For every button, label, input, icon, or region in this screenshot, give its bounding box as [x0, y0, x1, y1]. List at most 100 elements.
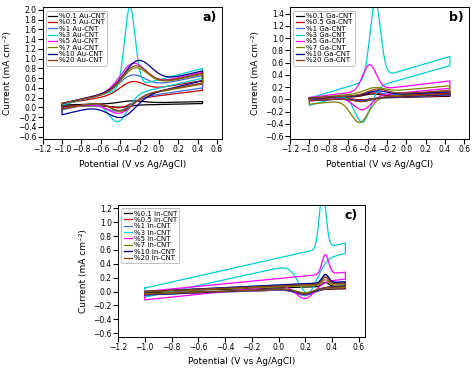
- Line: %5 Ga-CNT: %5 Ga-CNT: [310, 65, 450, 110]
- %5 In-CNT: [230, 288, 236, 293]
- %0.1 In-CNT: [224, 287, 229, 292]
- %5 In-CNT: [215, 290, 221, 295]
- Line: %3 Ga-CNT: %3 Ga-CNT: [310, 2, 450, 122]
- %20 In-CNT: [142, 292, 147, 297]
- Y-axis label: Current (mA cm⁻²): Current (mA cm⁻²): [3, 31, 12, 115]
- %20 In-CNT: [322, 275, 328, 279]
- %20 Au-CNT: [116, 79, 122, 83]
- %5 Au-CNT: [72, 105, 78, 109]
- %3 Ga-CNT: [338, 95, 344, 99]
- Line: %0.1 Au-CNT: %0.1 Au-CNT: [62, 101, 202, 107]
- %1 Au-CNT: [113, 109, 119, 113]
- %5 Au-CNT: [116, 75, 122, 79]
- Line: %0.5 In-CNT: %0.5 In-CNT: [145, 277, 346, 295]
- %0.5 In-CNT: [166, 288, 172, 293]
- %0.5 Ga-CNT: [357, 98, 363, 102]
- Line: %3 In-CNT: %3 In-CNT: [145, 193, 346, 297]
- %20 Ga-CNT: [338, 97, 344, 101]
- %0.5 Au-CNT: [110, 105, 116, 110]
- %0.1 In-CNT: [322, 280, 328, 285]
- %3 Ga-CNT: [324, 91, 329, 95]
- %20 Au-CNT: [91, 101, 97, 106]
- %0.5 Au-CNT: [59, 102, 65, 106]
- %3 Ga-CNT: [357, 119, 363, 124]
- %10 Ga-CNT: [324, 95, 329, 99]
- %5 Au-CNT: [59, 101, 65, 106]
- %20 Ga-CNT: [359, 99, 365, 104]
- %10 Au-CNT: [91, 107, 97, 111]
- %20 Ga-CNT: [307, 96, 312, 100]
- %0.5 Ga-CNT: [368, 96, 374, 101]
- %20 Ga-CNT: [364, 90, 369, 94]
- %7 Ga-CNT: [447, 84, 453, 88]
- %20 In-CNT: [166, 288, 172, 293]
- %0.1 Au-CNT: [116, 105, 122, 110]
- Y-axis label: Current (mA cm⁻²): Current (mA cm⁻²): [251, 31, 260, 115]
- %0.5 Au-CNT: [72, 104, 78, 108]
- %1 Ga-CNT: [338, 97, 344, 101]
- %20 Ga-CNT: [319, 98, 325, 102]
- %1 Ga-CNT: [364, 91, 369, 95]
- %20 In-CNT: [230, 289, 236, 293]
- %3 Ga-CNT: [359, 120, 365, 125]
- %0.1 Ga-CNT: [357, 98, 363, 102]
- %10 Ga-CNT: [338, 97, 344, 102]
- %5 Ga-CNT: [367, 62, 373, 67]
- %10 Ga-CNT: [319, 98, 325, 102]
- %0.1 Au-CNT: [76, 102, 82, 107]
- Line: %0.5 Ga-CNT: %0.5 Ga-CNT: [310, 93, 450, 100]
- %3 Au-CNT: [59, 103, 65, 107]
- %10 Au-CNT: [116, 78, 122, 82]
- Legend: %0.1 Au-CNT, %0.5 Au-CNT, %1 Au-CNT, %3 Au-CNT, %5 Au-CNT, %7 Au-CNT, %10 Au-CNT: %0.1 Au-CNT, %0.5 Au-CNT, %1 Au-CNT, %3 …: [46, 11, 107, 65]
- Legend: %0.1 In-CNT, %0.5 In-CNT, %1 In-CNT, %3 In-CNT, %5 In-CNT, %7 In-CNT, %10 In-CNT: %0.1 In-CNT, %0.5 In-CNT, %1 In-CNT, %3 …: [121, 208, 180, 263]
- %10 Ga-CNT: [364, 91, 369, 95]
- %3 Au-CNT: [121, 114, 127, 119]
- X-axis label: Potential (V vs Ag/AgCl): Potential (V vs Ag/AgCl): [79, 160, 186, 169]
- Text: b): b): [449, 12, 464, 24]
- Line: %7 In-CNT: %7 In-CNT: [145, 280, 346, 294]
- %10 Au-CNT: [59, 101, 65, 106]
- %0.1 Ga-CNT: [324, 95, 329, 100]
- Line: %0.5 Au-CNT: %0.5 Au-CNT: [62, 81, 202, 108]
- %5 Ga-CNT: [368, 102, 374, 106]
- Line: %1 In-CNT: %1 In-CNT: [145, 275, 346, 295]
- %1 Au-CNT: [91, 103, 97, 108]
- %3 Au-CNT: [110, 117, 116, 122]
- %0.1 In-CNT: [142, 289, 147, 294]
- %0.1 In-CNT: [166, 289, 172, 293]
- X-axis label: Potential (V vs Ag/AgCl): Potential (V vs Ag/AgCl): [326, 160, 433, 169]
- %7 Au-CNT: [121, 108, 127, 112]
- %10 In-CNT: [230, 289, 236, 293]
- %3 Au-CNT: [91, 101, 97, 106]
- %5 Ga-CNT: [307, 95, 312, 100]
- %10 Au-CNT: [117, 115, 122, 120]
- %3 Ga-CNT: [368, 104, 374, 108]
- %0.5 In-CNT: [142, 289, 147, 294]
- %5 Ga-CNT: [359, 108, 365, 112]
- %10 In-CNT: [166, 288, 172, 292]
- %0.1 In-CNT: [215, 289, 220, 294]
- %5 Ga-CNT: [324, 93, 329, 98]
- %3 Ga-CNT: [373, 0, 378, 4]
- %0.5 Ga-CNT: [364, 92, 369, 96]
- %20 Au-CNT: [76, 98, 82, 102]
- %0.1 Ga-CNT: [364, 92, 369, 97]
- %1 In-CNT: [229, 289, 235, 294]
- Line: %10 In-CNT: %10 In-CNT: [145, 275, 346, 295]
- %0.5 Au-CNT: [59, 102, 65, 106]
- %1 Ga-CNT: [319, 97, 325, 102]
- %20 Ga-CNT: [324, 95, 329, 99]
- %5 Au-CNT: [59, 101, 65, 106]
- %0.5 Ga-CNT: [359, 98, 365, 102]
- %5 Au-CNT: [76, 98, 82, 102]
- %10 Au-CNT: [137, 58, 142, 63]
- %7 Ga-CNT: [358, 120, 364, 125]
- %0.1 Ga-CNT: [307, 96, 312, 100]
- %5 Ga-CNT: [319, 98, 325, 102]
- %3 In-CNT: [230, 276, 236, 280]
- %3 In-CNT: [142, 286, 147, 290]
- %10 In-CNT: [142, 289, 147, 294]
- Line: %3 Au-CNT: %3 Au-CNT: [62, 7, 202, 122]
- Y-axis label: Current (mA cm⁻²): Current (mA cm⁻²): [79, 229, 88, 313]
- %7 In-CNT: [215, 289, 221, 294]
